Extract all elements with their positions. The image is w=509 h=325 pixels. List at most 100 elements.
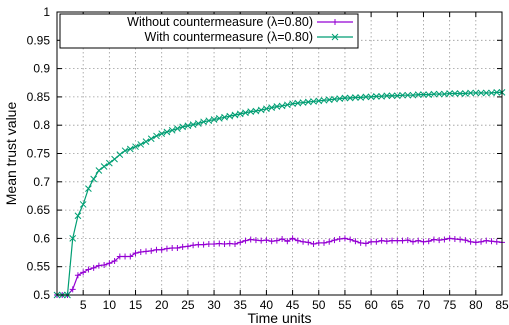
- data-point: [237, 239, 244, 246]
- data-point: [341, 94, 349, 102]
- data-point: [321, 239, 327, 246]
- data-point: [472, 89, 480, 97]
- data-point: [194, 120, 202, 127]
- data-point: [247, 236, 254, 243]
- data-point: [483, 237, 490, 244]
- data-point: [163, 245, 170, 252]
- data-point: [294, 237, 301, 244]
- data-point: [472, 239, 479, 246]
- x-tick-label: 70: [417, 298, 431, 312]
- data-point: [142, 138, 150, 145]
- x-tick-label: 80: [469, 298, 483, 312]
- legend: Without countermeasure (λ=0.80) With cou…: [59, 13, 359, 49]
- data-point: [168, 126, 176, 134]
- data-point: [116, 151, 124, 158]
- data-point: [347, 236, 354, 243]
- data-point: [300, 238, 307, 245]
- data-point: [446, 235, 453, 242]
- data-point: [493, 238, 500, 245]
- data-point: [462, 237, 469, 244]
- data-point: [95, 167, 103, 174]
- data-point: [352, 94, 359, 101]
- data-point: [305, 239, 312, 246]
- data-point: [111, 258, 118, 265]
- data-point: [169, 245, 176, 252]
- series-0: [54, 235, 505, 298]
- data-point: [236, 110, 244, 118]
- data-point: [132, 250, 139, 257]
- legend-marker: [332, 19, 338, 25]
- plot-frame: [56, 11, 503, 296]
- data-point: [357, 239, 364, 246]
- data-point: [435, 90, 443, 98]
- data-point: [399, 91, 406, 99]
- data-point: [378, 237, 385, 244]
- x-tick-label: 45: [286, 298, 300, 312]
- data-point: [383, 238, 390, 245]
- data-point: [105, 159, 113, 167]
- data-point: [106, 260, 113, 267]
- data-point: [425, 238, 432, 245]
- x-tick-label: 10: [103, 298, 117, 312]
- data-point: [284, 238, 291, 245]
- y-tick-label: 0.9: [33, 62, 50, 76]
- data-point: [221, 113, 228, 121]
- data-point: [373, 238, 380, 245]
- data-point: [362, 240, 369, 247]
- data-point: [352, 238, 359, 245]
- data-point: [205, 117, 213, 125]
- data-point: [122, 253, 129, 260]
- data-point: [488, 238, 495, 245]
- data-point: [100, 163, 108, 170]
- data-point: [310, 241, 317, 248]
- data-point: [231, 111, 239, 119]
- data-point: [215, 115, 223, 122]
- data-point: [326, 238, 333, 245]
- data-point: [258, 237, 265, 244]
- data-point: [451, 235, 458, 242]
- data-point: [336, 235, 343, 242]
- data-point: [441, 236, 448, 243]
- data-point: [137, 141, 145, 148]
- data-point: [179, 123, 187, 131]
- x-tick-label: 15: [129, 298, 143, 312]
- data-point: [153, 246, 160, 253]
- data-point: [268, 104, 276, 112]
- data-point: [257, 106, 265, 114]
- data-point: [430, 236, 437, 243]
- data-point: [368, 238, 375, 245]
- data-point: [263, 105, 270, 113]
- data-point: [467, 89, 474, 97]
- legend-marker: [331, 33, 339, 41]
- y-tick-label: 0.85: [27, 90, 51, 104]
- data-point: [362, 93, 370, 101]
- data-point: [79, 201, 87, 208]
- legend-box: [59, 13, 359, 49]
- data-point: [372, 92, 380, 100]
- data-point: [388, 92, 396, 100]
- data-point: [404, 237, 411, 244]
- data-point: [457, 236, 464, 243]
- x-tick-label: 75: [443, 298, 457, 312]
- data-point: [74, 272, 81, 279]
- data-point: [446, 90, 454, 97]
- data-point: [205, 241, 212, 248]
- x-tick-label: 60: [364, 298, 378, 312]
- series-1: [53, 89, 506, 299]
- data-point: [143, 248, 149, 255]
- data-point: [216, 240, 223, 247]
- y-tick-label: 1: [43, 5, 50, 19]
- y-tick-label: 0.95: [27, 33, 51, 47]
- data-point: [383, 92, 391, 100]
- data-point: [252, 237, 259, 244]
- data-point: [394, 237, 401, 244]
- data-point: [127, 253, 134, 260]
- data-point: [436, 237, 443, 244]
- data-point: [174, 125, 181, 132]
- x-tick-label: 55: [338, 298, 352, 312]
- data-point: [420, 91, 427, 98]
- data-point: [263, 237, 270, 244]
- data-point: [189, 121, 197, 128]
